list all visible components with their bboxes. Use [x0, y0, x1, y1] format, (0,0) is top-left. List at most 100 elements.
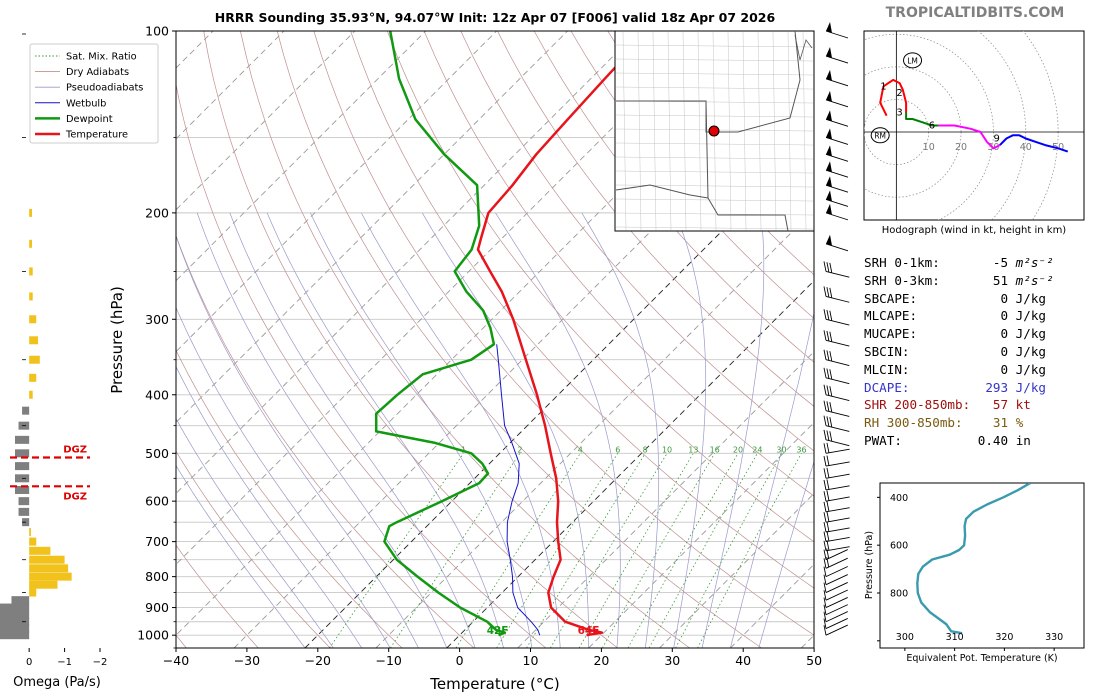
param-label: MUCAPE:: [864, 326, 918, 342]
county-line: [615, 170, 814, 174]
dgz-bottom-label: DGZ: [63, 491, 87, 502]
param-value: 0: [1000, 343, 1009, 359]
param-label: PWAT:: [864, 432, 902, 448]
dry-adiabat: [350, 31, 814, 589]
sounding-parameters: SRH 0-1km: -5 m²s⁻² SRH 0-3km: 51 m²s⁻² SB…: [864, 254, 1054, 450]
mixing-ratio-label: 30: [776, 445, 786, 454]
omega-bar: [29, 546, 51, 555]
county-line: [615, 44, 814, 48]
param-label: DCAPE:: [864, 379, 910, 395]
param-row: DCAPE: 293 J/kg: [864, 379, 1054, 397]
omega-bar: [29, 528, 31, 537]
wind-barb: [825, 47, 849, 64]
isotherm: [588, 421, 814, 648]
mixing-ratio-line: [697, 453, 802, 648]
dry-adiabat: [276, 31, 762, 648]
wind-barb: [823, 330, 850, 347]
param-unit: kt: [1015, 397, 1031, 413]
pseudo-adiabat: [176, 306, 391, 648]
isotherm: [446, 280, 814, 648]
storm-motion-label: RM: [874, 131, 886, 140]
param-label: SBCIN:: [864, 343, 910, 359]
omega-bar: [0, 610, 30, 619]
county-line: [622, 31, 627, 231]
legend-label: Temperature: [65, 130, 128, 141]
pseudo-adiabat: [495, 212, 621, 648]
param-value: -5: [992, 255, 1009, 270]
state-border: [705, 30, 801, 133]
mixing-ratio-line: [390, 453, 521, 648]
hodograph-ring-label: 40: [1020, 142, 1032, 153]
mixing-ratio-line: [329, 453, 464, 648]
state-border: [615, 184, 709, 199]
wind-barb: [825, 161, 849, 178]
wind-barb: [823, 566, 848, 578]
dry-adiabat: [176, 234, 475, 648]
county-line: [742, 31, 747, 231]
wind-barb: [823, 589, 848, 601]
wind-barb: [823, 511, 850, 523]
wind-barb: [823, 455, 850, 467]
param-row: SRH 0-3km: 51 m²s⁻²: [864, 272, 1054, 290]
theta-e-y-tick-label: 600: [890, 541, 908, 552]
pseudo-adiabat: [310, 212, 533, 648]
param-label: RH 300-850mb:: [864, 415, 963, 431]
county-line: [615, 86, 814, 90]
wind-barb: [823, 582, 848, 593]
y-tick-label: 100: [145, 24, 169, 39]
y-tick-label: 200: [145, 205, 169, 220]
pseudo-adiabat: [229, 212, 476, 648]
omega-bar: [29, 355, 40, 364]
wind-barb: [823, 384, 850, 402]
isotherm: [304, 138, 814, 648]
pseudo-adiabat: [730, 311, 814, 648]
x-tick-label: −30: [234, 653, 260, 668]
dry-adiabat: [386, 31, 814, 543]
wind-barb: [823, 286, 850, 303]
omega-tick-label: −1: [57, 657, 72, 668]
param-unit: m²s⁻²: [1015, 272, 1054, 288]
param-value: 51: [992, 272, 1009, 288]
theta-e-line: [916, 483, 1031, 635]
wind-barb: [823, 467, 850, 479]
isotherm: [176, 31, 710, 565]
isotherm: [375, 209, 814, 648]
y-tick-label: 300: [145, 312, 169, 327]
wind-barb: [823, 530, 850, 543]
county-line: [727, 31, 732, 231]
omega-bar: [29, 390, 33, 399]
param-label: MLCIN:: [864, 361, 910, 377]
county-line: [615, 114, 814, 118]
isotherm: [517, 351, 814, 648]
wind-barb: [825, 190, 849, 207]
param-row: MUCAPE: 0 J/kg: [864, 325, 1054, 343]
wind-barb: [825, 90, 849, 108]
dry-adiabat: [240, 31, 690, 648]
x-tick-label: 10: [523, 653, 539, 668]
isotherm: [233, 67, 814, 648]
omega-bar: [29, 267, 33, 276]
omega-bar: [15, 449, 30, 458]
y-tick-label: 700: [145, 534, 169, 549]
surface-dewpoint-label: 42F: [487, 625, 509, 637]
wind-barb: [823, 521, 850, 533]
theta-e-y-tick-label: 800: [890, 589, 908, 600]
mixing-ratio-line: [627, 453, 739, 648]
hodograph-height-label: 3: [896, 107, 902, 118]
storm-motion-label: LM: [907, 56, 918, 65]
storm-motion-marker: [903, 52, 923, 69]
mixing-ratio-line: [496, 453, 619, 648]
wind-barb: [825, 22, 849, 39]
surface-temperature-label: 64F: [578, 625, 600, 637]
x-tick-label: 20: [593, 653, 609, 668]
omega-bar: [0, 603, 30, 612]
param-row: MLCAPE: 0 J/kg: [864, 307, 1054, 325]
param-row: SBCIN: 0 J/kg: [864, 343, 1054, 361]
omega-bar: [18, 497, 30, 506]
dry-adiabat: [176, 544, 259, 648]
wind-barb: [823, 349, 850, 366]
omega-bar: [29, 208, 32, 217]
storm-motion-marker: [870, 127, 890, 144]
omega-bar: [0, 617, 30, 626]
